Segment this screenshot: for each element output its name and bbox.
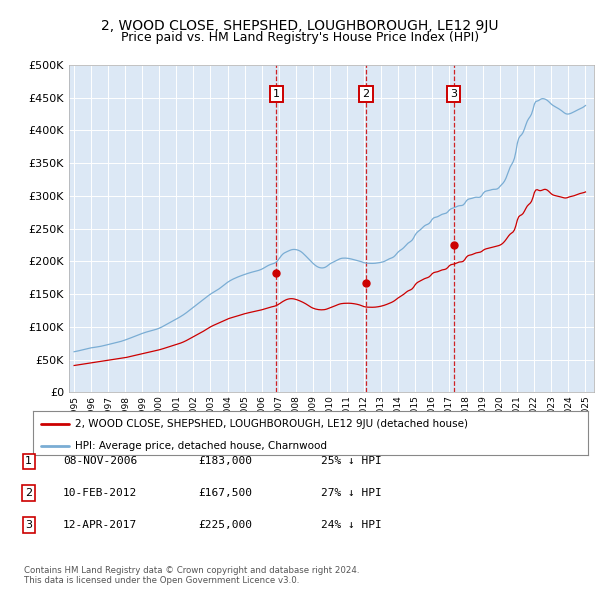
Text: HPI: Average price, detached house, Charnwood: HPI: Average price, detached house, Char…: [74, 441, 326, 451]
Text: 12-APR-2017: 12-APR-2017: [63, 520, 137, 530]
Text: 2: 2: [362, 89, 370, 99]
Text: £225,000: £225,000: [198, 520, 252, 530]
Text: 2, WOOD CLOSE, SHEPSHED, LOUGHBOROUGH, LE12 9JU: 2, WOOD CLOSE, SHEPSHED, LOUGHBOROUGH, L…: [101, 19, 499, 33]
Text: 25% ↓ HPI: 25% ↓ HPI: [321, 457, 382, 466]
Text: Price paid vs. HM Land Registry's House Price Index (HPI): Price paid vs. HM Land Registry's House …: [121, 31, 479, 44]
Text: 3: 3: [25, 520, 32, 530]
Text: Contains HM Land Registry data © Crown copyright and database right 2024.
This d: Contains HM Land Registry data © Crown c…: [24, 566, 359, 585]
Text: 10-FEB-2012: 10-FEB-2012: [63, 489, 137, 498]
Text: 2, WOOD CLOSE, SHEPSHED, LOUGHBOROUGH, LE12 9JU (detached house): 2, WOOD CLOSE, SHEPSHED, LOUGHBOROUGH, L…: [74, 419, 467, 428]
Text: £167,500: £167,500: [198, 489, 252, 498]
Text: 24% ↓ HPI: 24% ↓ HPI: [321, 520, 382, 530]
Text: £183,000: £183,000: [198, 457, 252, 466]
Text: 08-NOV-2006: 08-NOV-2006: [63, 457, 137, 466]
Text: 1: 1: [25, 457, 32, 466]
Text: 1: 1: [272, 89, 280, 99]
Text: 2: 2: [25, 489, 32, 498]
Text: 27% ↓ HPI: 27% ↓ HPI: [321, 489, 382, 498]
Text: 3: 3: [451, 89, 457, 99]
